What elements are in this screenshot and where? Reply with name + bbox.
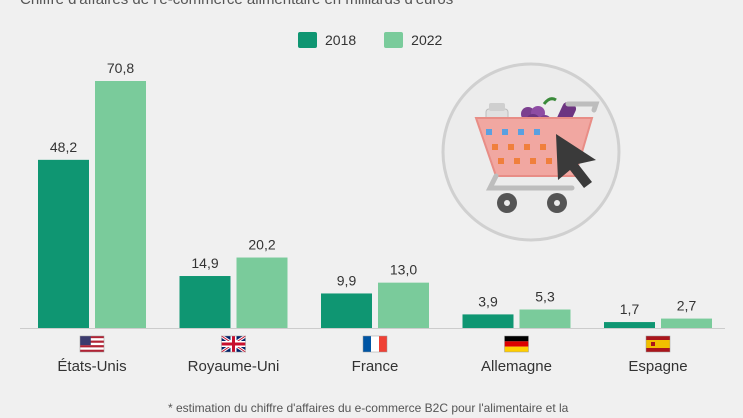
legend-swatch-2022 (384, 32, 404, 48)
bar-2018-3 (462, 314, 514, 328)
bar-2022-3 (519, 309, 571, 328)
category-label-3: Allemagne (481, 358, 552, 375)
bar-2022-1 (236, 257, 288, 328)
legend-swatch-2018 (298, 32, 317, 48)
chart-subtitle: Chiffre d'affaires de l'e-commerce alime… (20, 0, 453, 8)
data-label-2022-2: 13,0 (390, 262, 417, 278)
chart-legend: 2018 2022 (298, 30, 470, 50)
legend-label-2018: 2018 (325, 32, 357, 48)
data-label-2018-0: 48,2 (50, 139, 77, 155)
shopping-cart-icon (441, 62, 621, 242)
us-flag-icon (79, 335, 105, 353)
data-label-2022-0: 70,8 (107, 60, 134, 76)
bar-2018-4 (604, 322, 655, 328)
bar-2022-2 (378, 282, 429, 328)
chart-footnote: * estimation du chiffre d'affaires du e-… (168, 401, 569, 415)
france-flag-icon (362, 335, 388, 353)
uk-flag-icon (220, 334, 247, 354)
legend-item-2022: 2022 (384, 32, 442, 48)
data-label-2018-2: 9,9 (337, 272, 357, 288)
data-label-2022-4: 2,7 (677, 298, 697, 314)
category-label-1: Royaume-Uni (188, 358, 280, 375)
data-label-2022-1: 20,2 (248, 237, 275, 253)
bars-group: 48,2 70,8 États-Unis 14,9 20,2 Royaume-Uni 9,9… (20, 60, 725, 375)
data-label-2018-3: 3,9 (478, 293, 498, 309)
bar-2018-2 (321, 293, 372, 328)
category-label-0: États-Unis (57, 358, 126, 375)
category-label-4: Espagne (628, 358, 687, 375)
data-label-2018-4: 1,7 (620, 301, 640, 317)
bar-2022-0 (95, 81, 146, 328)
bar-2018-1 (179, 276, 231, 328)
spain-flag-icon (645, 335, 671, 353)
data-label-2018-1: 14,9 (191, 255, 218, 271)
bar-2018-0 (38, 159, 89, 328)
bar-2022-4 (661, 318, 712, 328)
legend-item-2018: 2018 (298, 32, 356, 48)
legend-label-2022: 2022 (411, 32, 443, 48)
data-label-2022-3: 5,3 (535, 289, 555, 305)
category-label-2: France (352, 358, 399, 375)
germany-flag-icon (504, 335, 529, 353)
